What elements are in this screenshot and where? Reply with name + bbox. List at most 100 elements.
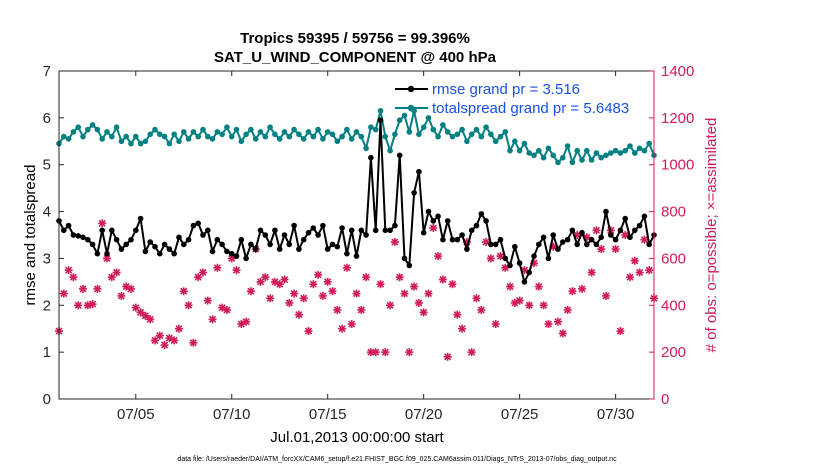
- left-axis: 0 1 2 3 4 5 6 7: [43, 63, 64, 408]
- totalspread-point: [512, 138, 518, 145]
- obs-count-point: [630, 256, 639, 265]
- obs-count-point: [102, 254, 111, 263]
- totalspread-point: [622, 147, 628, 154]
- obs-count-point: [213, 263, 222, 272]
- totalspread-point: [488, 131, 494, 138]
- obs-count-point: [587, 268, 596, 277]
- obs-count-point: [554, 317, 563, 326]
- totalspread-point: [387, 147, 393, 154]
- totalspread-point: [588, 157, 595, 163]
- obs-count-point: [323, 277, 332, 286]
- rmse-point: [109, 227, 115, 234]
- rmse-point: [348, 227, 355, 234]
- obs-count-point: [266, 294, 275, 303]
- totalspread-point: [502, 129, 509, 135]
- rmse-point: [219, 241, 225, 248]
- rmse-point: [521, 279, 528, 285]
- totalspread-point: [348, 136, 355, 142]
- totalspread-point: [392, 131, 398, 138]
- rmse-point: [161, 241, 168, 248]
- totalspread-point: [646, 140, 652, 147]
- totalspread-point: [396, 117, 403, 123]
- rmse-point: [291, 222, 297, 229]
- rmse-point: [353, 253, 360, 259]
- rmse-point: [468, 227, 475, 234]
- totalspread-point: [627, 143, 633, 149]
- rmse-point: [401, 255, 408, 262]
- totalspread-point: [104, 129, 110, 135]
- rmse-point: [536, 241, 542, 248]
- y-right-tick-label: 0: [661, 391, 669, 408]
- y-right-tick-label: 800: [661, 204, 686, 221]
- legend-spread-label: totalspread grand pr = 5.6483: [432, 100, 629, 117]
- right-axis: 0 200 400 600 800 1000 1200 1400: [649, 63, 694, 408]
- rmse-point: [276, 246, 283, 252]
- x-tick-label: 07/05: [117, 406, 155, 423]
- totalspread-point: [401, 112, 408, 119]
- obs-count-point: [357, 305, 366, 314]
- rmse-point: [113, 236, 120, 243]
- obs-count-point: [424, 289, 433, 298]
- obs-count-point: [174, 324, 183, 333]
- rmse-point: [512, 243, 518, 250]
- y-right-axis-label: # of obs: o=possible; ×=assimilated: [703, 118, 720, 353]
- totalspread-point: [636, 145, 643, 152]
- rmse-point: [464, 246, 470, 252]
- obs-count-point: [443, 352, 452, 361]
- rmse-point: [238, 236, 245, 243]
- rmse-point: [205, 227, 211, 234]
- totalspread-point: [632, 150, 638, 156]
- totalspread-point: [70, 129, 77, 135]
- rmse-point: [579, 229, 585, 236]
- obs-count-point: [333, 305, 342, 314]
- obs-count-point: [438, 275, 447, 284]
- chart-title-line2: SAT_U_WIND_COMPONENT @ 400 hPa: [214, 49, 497, 66]
- rmse-point: [300, 236, 307, 243]
- rmse-point: [320, 222, 326, 229]
- totalspread-point: [473, 126, 480, 133]
- totalspread-point: [507, 147, 513, 154]
- obs-count-point: [592, 226, 601, 235]
- obs-count-point: [568, 287, 577, 296]
- totalspread-point: [478, 133, 485, 140]
- rmse-point: [492, 241, 499, 248]
- totalspread-point: [320, 136, 326, 142]
- y-right-tick-label: 1000: [661, 157, 694, 174]
- obs-count-point: [189, 338, 198, 347]
- obs-count-point: [299, 294, 308, 303]
- rmse-point: [454, 236, 461, 243]
- totalspread-point: [310, 133, 317, 140]
- rmse-point: [411, 190, 417, 196]
- rmse-point: [507, 262, 513, 269]
- totalspread-point: [257, 129, 264, 135]
- totalspread-point: [272, 131, 278, 138]
- rmse-point: [598, 234, 604, 241]
- totalspread-point: [339, 133, 345, 140]
- obs-count-point: [405, 348, 414, 357]
- totalspread-point: [435, 133, 441, 140]
- legend-rmse-marker: [407, 85, 415, 93]
- rmse-point: [286, 241, 293, 248]
- rmse-point: [334, 243, 341, 250]
- totalspread-point: [454, 131, 461, 138]
- rmse-point: [224, 248, 230, 255]
- obs-count-point: [280, 275, 289, 284]
- obs-count-point: [472, 294, 481, 303]
- rmse-point: [85, 236, 91, 243]
- obs-count-point: [539, 301, 548, 310]
- totalspread-point: [425, 115, 432, 121]
- totalspread-point: [579, 157, 585, 163]
- totalspread-point: [157, 131, 163, 138]
- obs-count-point: [309, 280, 318, 289]
- totalspread-point: [80, 133, 86, 140]
- rmse-point: [540, 234, 547, 241]
- totalspread-point: [368, 124, 374, 130]
- obs-count-point: [414, 298, 423, 307]
- rmse-point: [171, 250, 177, 257]
- totalspread-point: [526, 150, 532, 156]
- obs-count-point: [78, 284, 87, 293]
- rmse-point: [233, 253, 240, 259]
- totalspread-point: [65, 136, 72, 142]
- totalspread-point: [200, 126, 206, 133]
- rmse-point: [396, 152, 403, 159]
